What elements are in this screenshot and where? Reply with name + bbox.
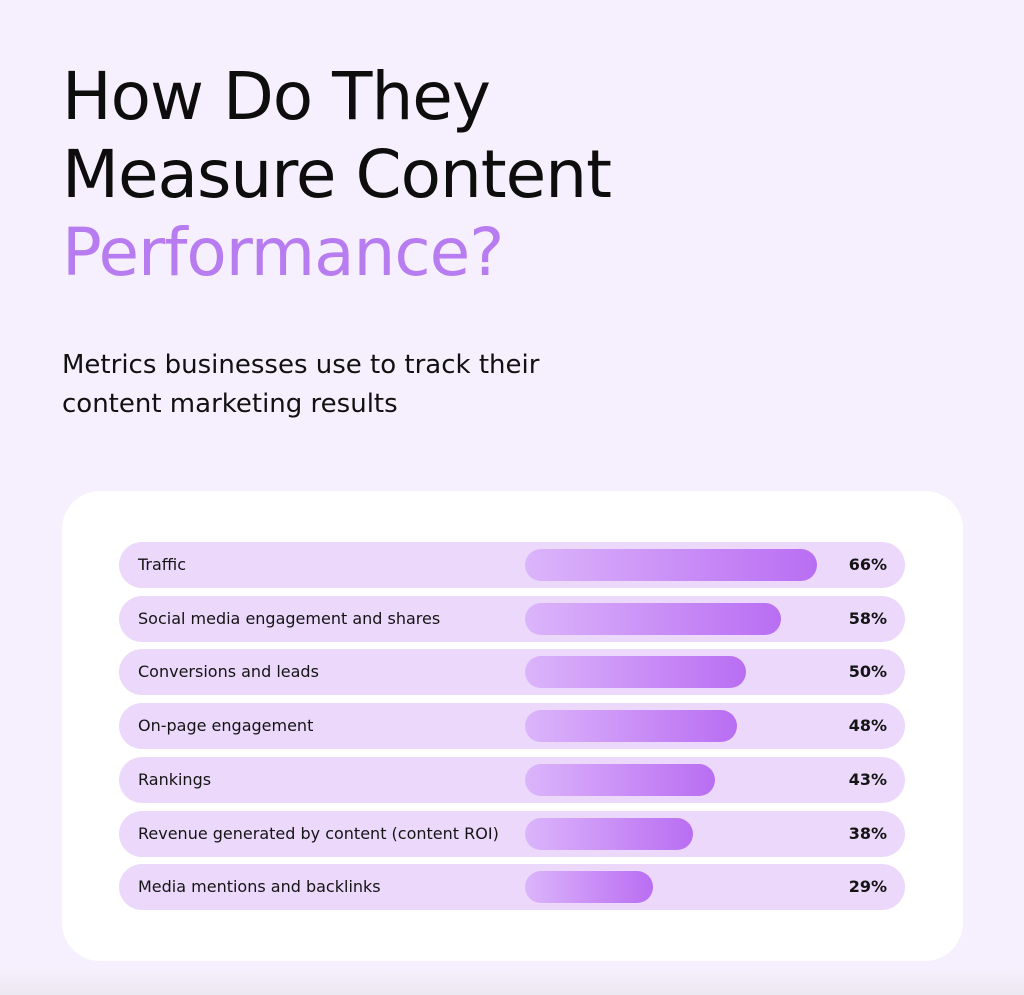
bar [525,602,781,635]
title-line-1: How Do They [62,58,491,135]
bottom-edge [0,969,1024,995]
chart-row: Conversions and leads 50% [119,649,905,696]
title-line-3: Performance? [62,214,504,291]
chart-row: Social media engagement and shares 58% [119,595,905,642]
page-title: How Do They Measure Content Performance? [62,58,612,292]
subtitle-line-1: Metrics businesses use to track their [62,350,540,380]
subtitle: Metrics businesses use to track their co… [62,346,622,424]
category-label: On-page engagement [138,716,314,736]
bar [525,656,746,689]
category-label: Rankings [138,769,212,789]
value-label: 48% [848,716,887,736]
category-label: Media mentions and backlinks [138,877,381,897]
chart-card: Traffic 66% Social media engagement and sh… [62,491,963,961]
category-label: Traffic [138,555,187,574]
value-label: 50% [848,662,887,682]
value-label: 66% [848,555,887,574]
category-label: Conversions and leads [138,662,319,682]
category-label: Revenue generated by content (content RO… [138,823,499,843]
bar [525,710,737,743]
value-label: 58% [848,608,887,628]
chart-row: Revenue generated by content (content RO… [119,810,905,857]
chart-row: Media mentions and backlinks 29% [119,864,905,911]
value-label: 29% [848,877,887,897]
subtitle-line-2: content marketing results [62,389,398,419]
chart-row: On-page engagement 48% [119,703,905,750]
title-line-2: Measure Content [62,136,612,213]
value-label: 43% [848,769,887,789]
bar [525,549,817,581]
bar [525,817,693,850]
bar [525,871,653,904]
chart-row: Traffic 66% [119,542,905,588]
category-label: Social media engagement and shares [138,608,441,628]
chart-row: Rankings 43% [119,756,905,803]
bar [525,763,715,796]
value-label: 38% [848,823,887,843]
